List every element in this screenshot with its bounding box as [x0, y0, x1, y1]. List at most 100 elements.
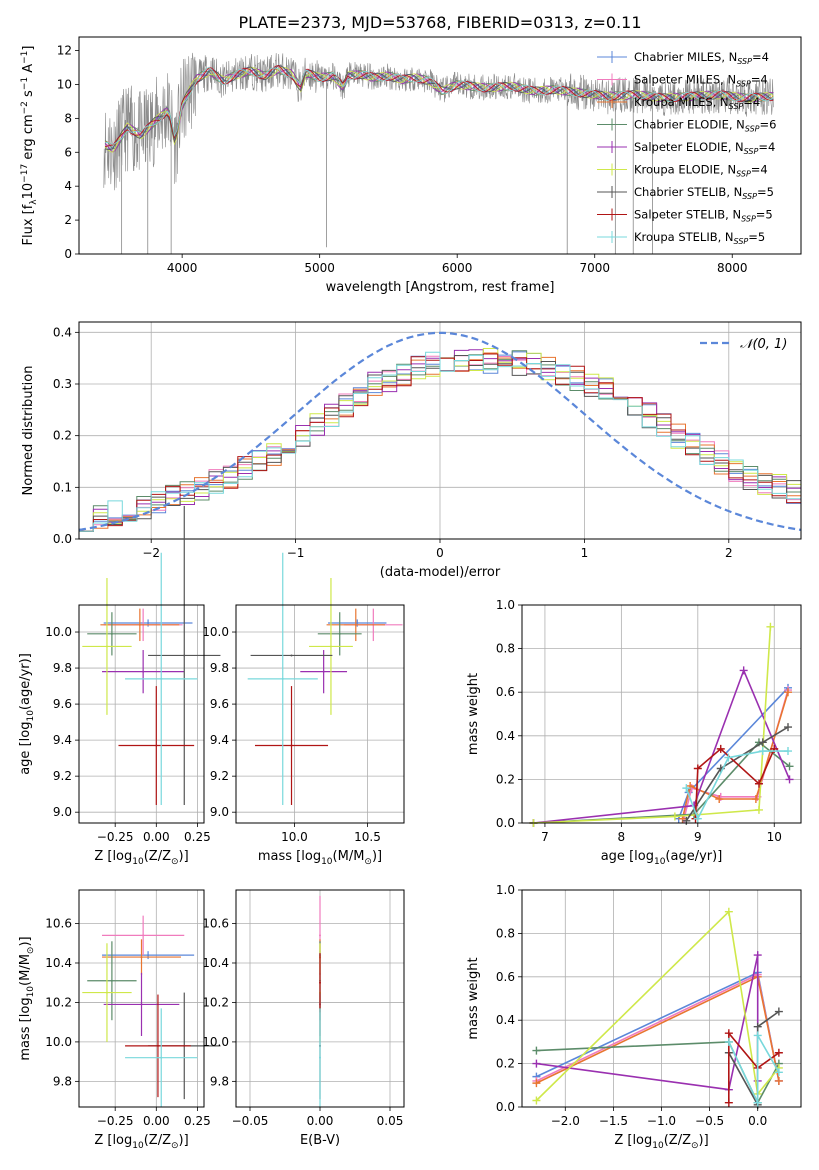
- legend-value: =5: [757, 185, 774, 199]
- legend-subscript: SSP: [744, 147, 759, 156]
- y-tick-label: 2: [64, 213, 72, 227]
- weight-marker: [716, 744, 725, 753]
- axes-frame: [78, 36, 802, 255]
- data-point: [140, 1003, 143, 1006]
- weight-marker: [532, 1079, 541, 1088]
- weight-marker: [532, 1046, 541, 1055]
- legend-value: =4: [743, 95, 760, 109]
- x-tick-label: −1: [287, 546, 305, 560]
- label-part: 10: [652, 1141, 664, 1151]
- label-part: (Z/Z: [664, 1133, 691, 1148]
- weight-marker: [785, 775, 794, 784]
- weight-line: [536, 954, 759, 1091]
- label-part: (Z/Z: [144, 849, 171, 864]
- x-tick-label: 0.00: [143, 1114, 170, 1128]
- gaussian-curve: [78, 331, 802, 531]
- weight-marker: [532, 1096, 541, 1105]
- label-part: A: [21, 64, 36, 77]
- x-tick-label: −1.0: [647, 1114, 676, 1128]
- axes-frame: [521, 604, 802, 824]
- x-tick-label: 5000: [304, 261, 335, 275]
- y-tick-label: 9.6: [210, 697, 229, 711]
- weight-marker: [766, 622, 775, 631]
- x-tick-label: 0.25: [184, 1114, 211, 1128]
- weight-marker: [693, 814, 702, 823]
- y-tick-label: 0.1: [53, 480, 72, 494]
- data-point: [290, 654, 293, 657]
- weight-marker: [758, 747, 767, 756]
- weight-marker: [532, 1059, 541, 1068]
- label-part: 10: [26, 710, 36, 722]
- weight-marker: [724, 753, 733, 762]
- weight-marker: [785, 762, 794, 771]
- x-axis-label: (data-model)/error: [380, 565, 501, 580]
- data-point: [319, 981, 321, 984]
- y-tick-label: 4: [64, 179, 72, 193]
- data-point: [356, 622, 359, 625]
- data-point: [281, 677, 284, 680]
- massweight-vs-Z-panel: −2.0 −1.5 −1.0 −0.5 0.0 0.0 0.2 0.4 0.6 0.8 1.0 Z […: [466, 883, 802, 1151]
- data-point: [142, 670, 145, 673]
- residuals-panel: −2 −1 0 1 2 0.0 0.1 0.2 0.3 0.4 (data-model)/error…: [21, 321, 802, 580]
- weight-marker: [784, 747, 793, 756]
- y-tick-label: 10.6: [202, 917, 229, 931]
- y-tick-label: 0.6: [496, 685, 515, 699]
- data-point: [156, 1044, 159, 1047]
- y-tick-label: 1.0: [496, 598, 515, 612]
- label-part: 10: [26, 986, 36, 998]
- data-point: [160, 1056, 163, 1059]
- x-tick-label: 6000: [442, 261, 473, 275]
- plot-area: [82, 915, 221, 1107]
- data-point: [110, 632, 113, 635]
- weight-marker: [753, 1098, 762, 1107]
- legend-subscript: SSP: [741, 215, 756, 224]
- legend-label: Salpeter MILES, NSSP=4: [634, 73, 768, 89]
- y-tick-label: 9.8: [53, 1074, 72, 1088]
- legend-value: =5: [748, 230, 765, 244]
- y-tick-label: 9.0: [210, 805, 229, 819]
- y-axis-label: mass weight: [466, 957, 481, 1039]
- label-part: 10: [21, 183, 36, 200]
- x-tick-label: 10.0: [281, 830, 308, 844]
- y-tick-label: 10.0: [202, 625, 229, 639]
- x-tick-label: 0.25: [184, 830, 211, 844]
- x-tick-label: 0.0: [748, 1114, 767, 1128]
- x-tick-label: 0.00: [307, 1114, 334, 1128]
- label-part: −17: [20, 164, 30, 183]
- weight-marker: [754, 805, 763, 814]
- y-tick-label: 0.0: [53, 532, 72, 546]
- x-tick-label: 0.00: [143, 830, 170, 844]
- x-axis-label: E(B-V): [300, 1133, 340, 1148]
- y-tick-label: 12: [57, 44, 72, 58]
- x-tick-label: −0.05: [232, 1114, 269, 1128]
- y-tick-label: 10.0: [45, 625, 72, 639]
- y-tick-label: 0.4: [496, 1013, 515, 1027]
- legend-subscript: SSP: [729, 102, 744, 111]
- data-point: [110, 979, 113, 982]
- data-point: [140, 956, 143, 959]
- y-tick-label: 10.4: [45, 956, 72, 970]
- label-part: Flux [f: [21, 204, 36, 245]
- x-tick-label: 0.05: [377, 1114, 404, 1128]
- label-part: (age/yr)]: [18, 653, 33, 710]
- data-point: [147, 954, 150, 957]
- y-tick-label: 9.0: [53, 805, 72, 819]
- label-part: λ: [29, 199, 39, 205]
- x-tick-label: 1: [581, 546, 589, 560]
- label-part: mass weight: [466, 957, 481, 1039]
- label-part: ⊙: [26, 947, 36, 955]
- legend-label: Salpeter STELIB, NSSP=5: [634, 208, 773, 224]
- label-part: 10: [132, 857, 144, 867]
- spectrum-panel: 4000 5000 6000 7000 8000 0 2 4 6 8 10 12 wavelength …: [20, 36, 802, 295]
- x-tick-label: 8000: [717, 261, 748, 275]
- label-part: mass [: [18, 1017, 33, 1060]
- x-tick-label: −2.0: [551, 1114, 580, 1128]
- weight-line: [535, 910, 780, 1102]
- label-part: log: [18, 997, 33, 1017]
- weight-marker: [758, 738, 767, 747]
- weight-marker: [724, 1037, 733, 1046]
- weight-marker: [693, 764, 702, 773]
- data-point: [142, 934, 145, 937]
- y-tick-label: 10.0: [45, 1035, 72, 1049]
